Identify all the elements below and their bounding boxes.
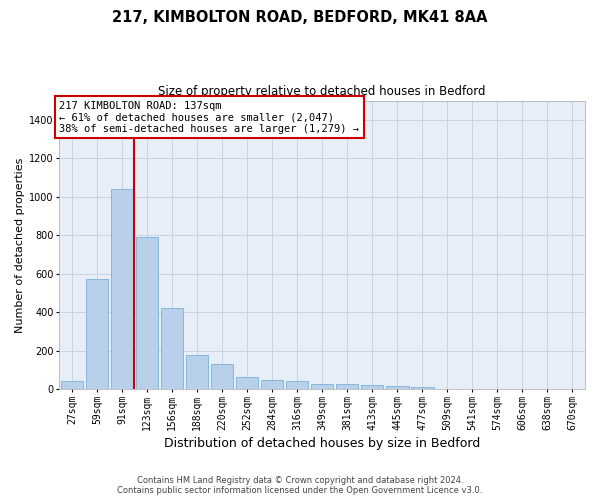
Y-axis label: Number of detached properties: Number of detached properties <box>15 157 25 332</box>
X-axis label: Distribution of detached houses by size in Bedford: Distribution of detached houses by size … <box>164 437 480 450</box>
Bar <box>110 189 133 389</box>
Bar <box>211 364 233 389</box>
Bar <box>161 308 183 389</box>
Text: 217, KIMBOLTON ROAD, BEDFORD, MK41 8AA: 217, KIMBOLTON ROAD, BEDFORD, MK41 8AA <box>112 10 488 25</box>
Bar <box>186 354 208 389</box>
Text: 217 KIMBOLTON ROAD: 137sqm
← 61% of detached houses are smaller (2,047)
38% of s: 217 KIMBOLTON ROAD: 137sqm ← 61% of deta… <box>59 100 359 134</box>
Bar <box>236 376 259 389</box>
Title: Size of property relative to detached houses in Bedford: Size of property relative to detached ho… <box>158 85 486 98</box>
Bar <box>336 384 358 389</box>
Bar <box>311 384 334 389</box>
Bar <box>61 380 83 389</box>
Bar <box>386 386 409 389</box>
Text: Contains HM Land Registry data © Crown copyright and database right 2024.
Contai: Contains HM Land Registry data © Crown c… <box>118 476 482 495</box>
Bar <box>86 278 108 389</box>
Bar <box>286 380 308 389</box>
Bar <box>136 237 158 389</box>
Bar <box>261 380 283 389</box>
Bar <box>411 388 434 389</box>
Bar <box>361 386 383 389</box>
